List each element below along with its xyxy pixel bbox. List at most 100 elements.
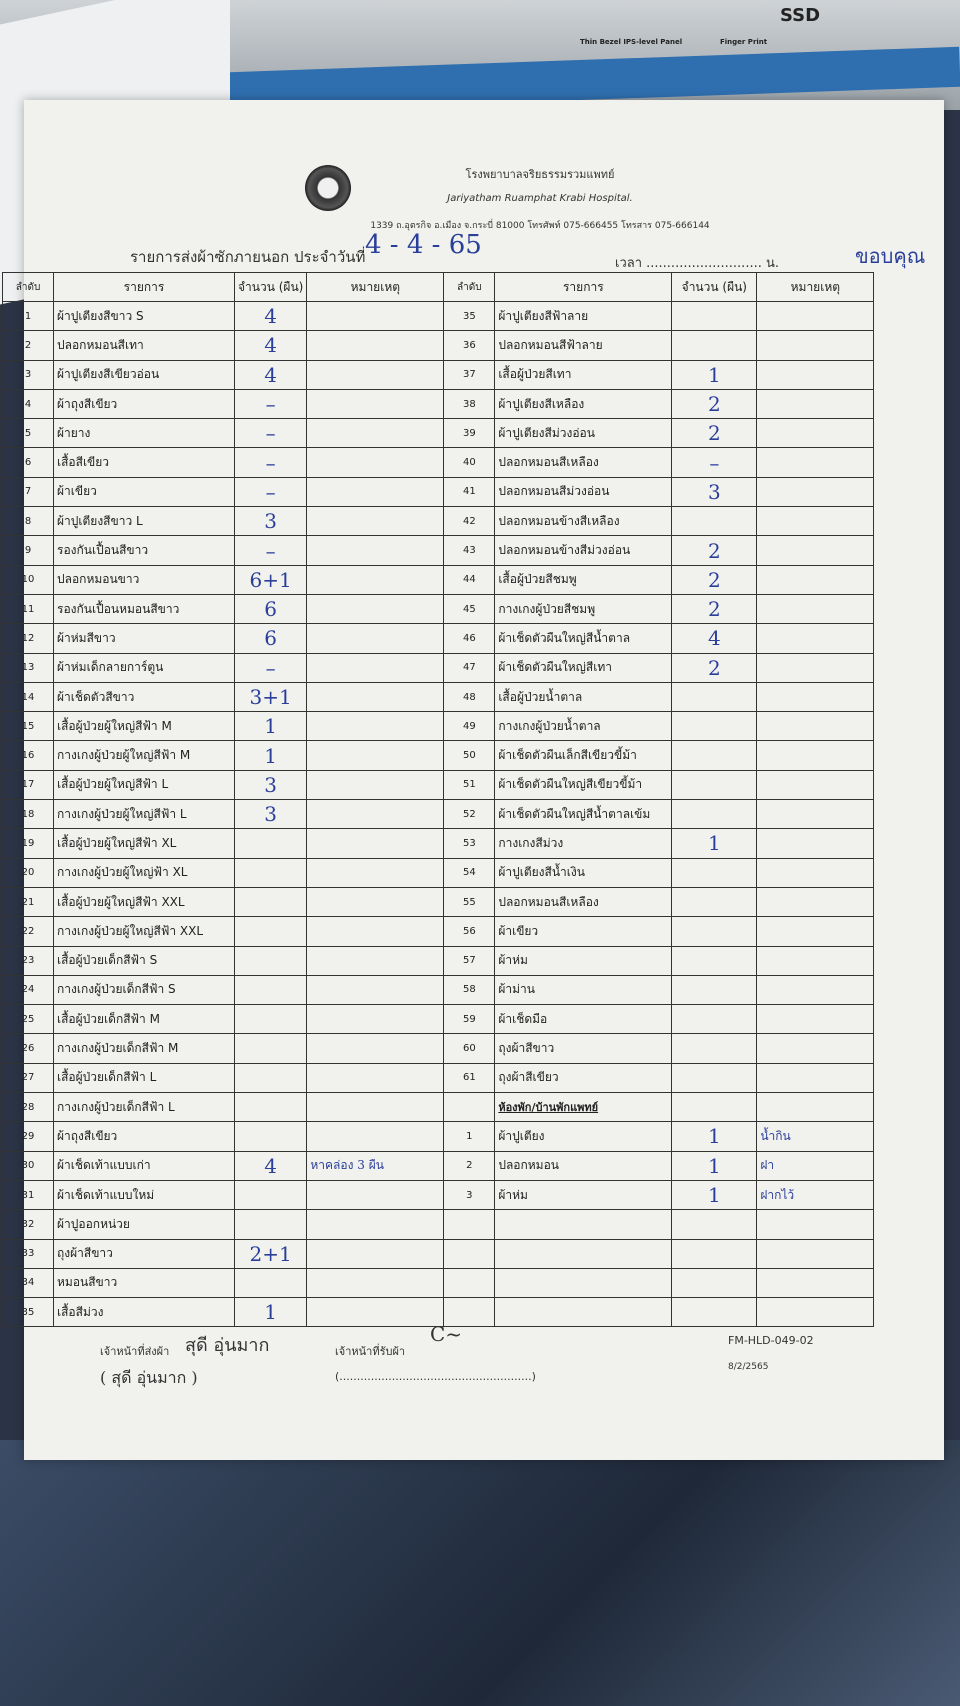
item-note — [306, 1297, 445, 1328]
item-note — [306, 535, 445, 566]
item-qty: 2 — [671, 564, 758, 595]
item-name: ผ้าห่ม — [494, 945, 673, 976]
table-row: 11 รองกันเปื้อนหมอนสีขาว 6 45 กางเกงผู้ป่วยส… — [2, 593, 875, 625]
row-number: 12 — [2, 623, 54, 654]
item-note — [306, 828, 445, 859]
row-number: 49 — [443, 711, 496, 742]
row-number: 43 — [443, 535, 496, 566]
item-name: เสื้อผู้ป่วยสีชมพู — [494, 564, 673, 595]
item-qty: – — [233, 388, 308, 420]
item-note — [306, 593, 445, 625]
item-name: เสื้อสีเขียว — [53, 447, 235, 478]
item-qty — [671, 1033, 758, 1064]
item-note — [756, 1209, 875, 1240]
item-name: ถุงผ้าสีเขียว — [494, 1062, 673, 1094]
table-row: 5 ผ้ายาง – 39 ผ้าปูเตียงสีม่วงอ่อน 2 — [2, 418, 875, 449]
box-caption: Thin Bezel IPS-level Panel — [580, 38, 683, 46]
table-row: 17 เสื้อผู้ป่วยผู้ใหญ่สีฟ้า L 3 51 ผ้าเช็ดตั… — [2, 769, 875, 801]
row-number: 1 — [443, 1121, 496, 1152]
item-note — [306, 1179, 445, 1211]
row-number: 57 — [443, 945, 496, 976]
row-number: 50 — [443, 740, 496, 771]
row-number: 54 — [443, 857, 496, 888]
table-row: 29 ผ้าถุงสีเขียว 1 ผ้าปูเตียง 1 น้ำกิน — [2, 1121, 875, 1152]
item-note — [756, 711, 875, 742]
table-row: 20 กางเกงผู้ป่วยผู้ใหญ่ฟ้า XL 54 ผ้าปูเตียง… — [2, 857, 875, 888]
item-note — [756, 945, 875, 976]
row-number: 60 — [443, 1033, 496, 1064]
item-note — [756, 1092, 875, 1123]
item-name: ผ้าปูออกหน่วย — [53, 1209, 235, 1240]
ssd-label: SSD — [780, 5, 821, 26]
row-number: 59 — [443, 1004, 496, 1035]
row-number: 33 — [2, 1238, 54, 1269]
box-caption: Finger Print — [720, 38, 768, 46]
item-note — [306, 652, 445, 683]
item-name: เสื้อผู้ป่วยผู้ใหญ่สีฟ้า XL — [53, 828, 235, 859]
item-note — [756, 828, 875, 859]
row-number: 19 — [2, 828, 54, 859]
table-row: 34 หมอนสีขาว — [2, 1267, 875, 1299]
item-qty: 1 — [671, 359, 758, 390]
item-qty: 4 — [233, 359, 308, 390]
item-qty — [233, 1209, 308, 1240]
row-number: 25 — [2, 1004, 54, 1035]
item-name: เสื้อผู้ป่วยสีเทา — [494, 359, 673, 390]
item-note — [306, 974, 445, 1006]
item-qty — [671, 769, 758, 801]
table-header: ลำดับ รายการ จำนวน (ผืน) หมายเหตุ ลำดับ … — [2, 272, 875, 302]
item-qty — [233, 1033, 308, 1064]
item-qty — [233, 1092, 308, 1123]
item-qty: – — [233, 652, 308, 683]
item-note — [306, 506, 445, 537]
row-number: 26 — [2, 1033, 54, 1064]
row-number: 35 — [443, 300, 496, 332]
item-name: ผ้าถุงสีเขียว — [53, 388, 235, 420]
corner-note: ขอบคุณ — [855, 244, 926, 268]
item-name: ผ้าปูเตียงสีเหลือง — [494, 388, 673, 420]
item-name: ปลอกหมอนสีเหลือง — [494, 886, 673, 918]
col-item-2: รายการ — [494, 272, 673, 302]
item-qty: 3 — [233, 506, 308, 537]
item-qty — [671, 300, 758, 332]
item-note — [756, 1238, 875, 1269]
item-note — [306, 1092, 445, 1123]
item-name: กางเกงสีม่วง — [494, 828, 673, 859]
row-number: 2 — [443, 1150, 496, 1181]
item-note — [306, 1209, 445, 1240]
item-qty — [233, 945, 308, 976]
row-number: 34 — [2, 1267, 54, 1299]
item-qty: 1 — [671, 828, 758, 859]
row-number: 3 — [2, 359, 54, 390]
item-name: ปลอกหมอนสีเทา — [53, 330, 235, 361]
item-qty — [671, 330, 758, 361]
table-row: 18 กางเกงผู้ป่วยผู้ใหญ่สีฟ้า L 3 52 ผ้าเช็ดต… — [2, 799, 875, 830]
item-qty — [233, 1004, 308, 1035]
item-name: ผ้าเขียว — [53, 476, 235, 508]
table-row: 19 เสื้อผู้ป่วยผู้ใหญ่สีฟ้า XL 53 กางเกงสีม… — [2, 828, 875, 859]
row-number: 47 — [443, 652, 496, 683]
row-number: 6 — [2, 447, 54, 478]
table-row: 25 เสื้อผู้ป่วยเด็กสีฟ้า M 59 ผ้าเช็ดมือ — [2, 1004, 875, 1035]
item-note — [756, 740, 875, 771]
item-note — [756, 535, 875, 566]
item-qty: 1 — [671, 1150, 758, 1181]
row-number: 41 — [443, 476, 496, 508]
row-number: 48 — [443, 681, 496, 713]
item-note — [306, 916, 445, 947]
receiver-name: (.......................................… — [335, 1370, 536, 1383]
item-name: รองกันเปื้อนหมอนสีขาว — [53, 593, 235, 625]
table-row: 13 ผ้าห่มเด็กลายการ์ตูน – 47 ผ้าเช็ดตัวผืนให… — [2, 652, 875, 683]
item-name — [494, 1267, 673, 1299]
row-number — [443, 1209, 496, 1240]
row-number — [443, 1267, 496, 1299]
table-row: 30 ผ้าเช็ดเท้าแบบเก่า 4 หาคล่อง 3 ผืน 2 ปลอกห… — [2, 1150, 875, 1181]
sender-name: ( สุดี อุ่นมาก ) — [100, 1368, 198, 1387]
item-qty — [671, 711, 758, 742]
item-note — [756, 1033, 875, 1064]
item-note: ฝากไว้ — [756, 1179, 875, 1211]
item-qty: 3+1 — [233, 681, 308, 713]
item-note — [306, 1238, 445, 1269]
item-name: กางเกงผู้ป่วยเด็กสีฟ้า M — [53, 1033, 235, 1064]
item-note — [306, 447, 445, 478]
